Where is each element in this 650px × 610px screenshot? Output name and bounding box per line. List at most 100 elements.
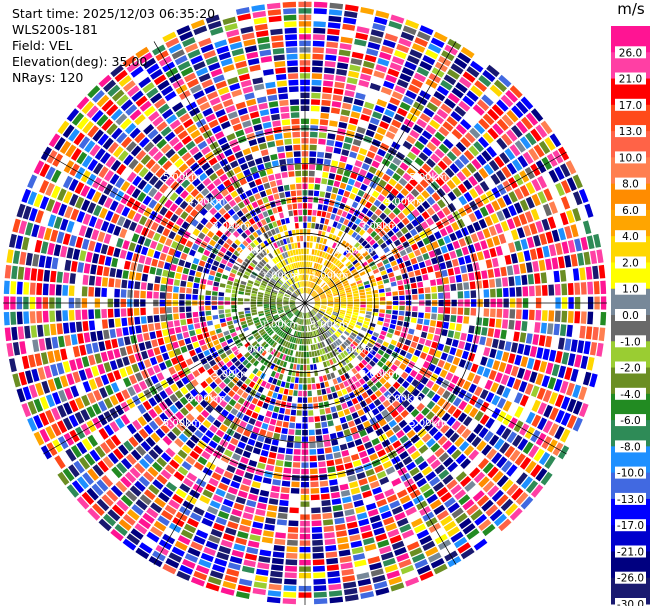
gate [410,369,418,378]
gate [245,409,253,417]
gate [491,338,499,349]
gate [455,323,462,332]
gate [323,80,334,87]
gate [350,332,357,338]
gate [409,547,423,557]
gate [283,301,289,303]
gate [249,487,260,495]
gate [401,217,410,226]
gate [309,436,316,442]
gate [379,221,387,229]
gate [147,348,155,358]
gate [316,287,321,292]
gate [120,494,133,507]
gate [379,476,390,485]
gate [233,432,242,440]
gate [309,157,316,164]
gate [195,529,209,539]
gate [339,182,347,190]
gate [318,356,322,363]
gate [253,319,260,324]
gate [286,441,294,448]
gate [456,171,467,182]
gate [179,564,194,575]
gate [402,207,411,216]
gate [466,224,475,234]
gate [311,86,322,93]
gate [278,373,284,380]
gate [361,339,368,345]
gate [82,274,89,285]
gate [313,323,318,330]
gate [215,404,224,413]
gate [225,313,232,318]
ray [252,312,304,596]
gate [368,275,375,280]
gate [252,77,264,85]
gate [232,385,240,393]
gate [454,436,465,448]
gate [45,256,53,269]
gate [434,148,445,159]
gate [377,280,383,286]
gate [247,321,254,326]
gate [168,350,176,358]
ray [21,306,296,418]
gate [311,310,315,316]
gate [305,268,308,274]
gate [182,267,190,275]
gate [440,103,452,114]
gate [320,273,325,279]
gate [62,468,75,482]
gate [332,94,343,102]
gate [492,360,501,371]
ray [282,313,305,605]
gate [287,313,293,318]
gate [554,425,565,440]
gate [269,384,276,391]
gate [172,293,179,300]
gate [165,481,178,492]
gate [33,193,44,208]
gate [259,49,272,57]
gate [321,298,327,300]
gate [439,262,447,270]
gate [326,41,339,49]
gate [347,304,353,307]
gate [206,506,219,515]
gate [378,288,385,293]
gate [174,348,182,356]
gate [371,335,378,341]
ray [57,308,297,486]
gate [234,151,244,159]
gate [295,429,302,436]
gate [306,364,310,371]
gate [406,461,417,471]
gate [123,260,131,270]
gate [110,528,124,542]
gate [270,370,276,378]
gate [414,140,425,151]
gate [293,455,301,462]
gate [343,319,350,324]
gate [530,385,540,398]
gate [458,76,472,89]
gate [253,474,263,482]
gate [545,335,552,348]
gate [318,138,326,145]
gate [311,73,323,80]
gate [307,384,312,390]
gate [366,218,374,226]
gate [484,379,493,390]
gate [405,352,413,360]
gate [437,255,445,263]
gate [57,420,68,434]
gate [103,513,117,527]
gate [16,311,23,325]
gate [15,235,24,250]
gate [252,375,259,383]
gate [398,177,408,187]
gate [455,82,468,94]
gate [445,225,454,234]
gate [428,250,436,258]
